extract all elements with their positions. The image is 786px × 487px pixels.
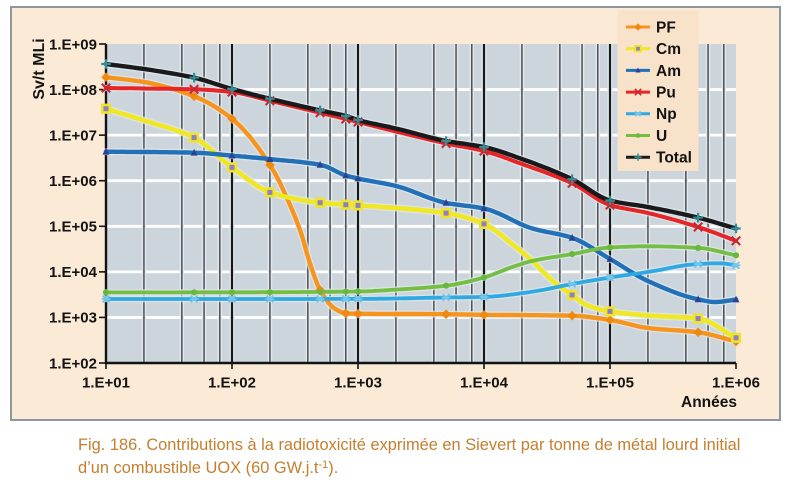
svg-text:Sv/t MLi: Sv/t MLi xyxy=(31,38,48,99)
svg-text:1.E+01: 1.E+01 xyxy=(82,375,130,392)
svg-text:Pu: Pu xyxy=(656,85,676,102)
svg-text:Cm: Cm xyxy=(656,41,681,58)
svg-text:1.E+02: 1.E+02 xyxy=(49,355,97,372)
svg-text:1.E+07: 1.E+07 xyxy=(49,127,97,144)
svg-text:1.E+06: 1.E+06 xyxy=(712,375,760,392)
svg-text:1.E+04: 1.E+04 xyxy=(460,375,509,392)
svg-text:Fig. 186. Contributions à la r: Fig. 186. Contributions à la radiotoxici… xyxy=(78,436,740,454)
svg-text:1.E+09: 1.E+09 xyxy=(49,36,97,53)
svg-text:1.E+02: 1.E+02 xyxy=(208,375,256,392)
svg-text:1.E+04: 1.E+04 xyxy=(49,264,98,281)
svg-text:1.E+03: 1.E+03 xyxy=(334,375,382,392)
svg-text:Np: Np xyxy=(656,106,677,123)
svg-text:U: U xyxy=(656,128,667,145)
svg-text:Années: Années xyxy=(681,394,737,411)
svg-text:1.E+08: 1.E+08 xyxy=(49,82,97,99)
svg-text:Total: Total xyxy=(656,150,692,167)
svg-text:d’un combustible UOX (60 GW.j.: d’un combustible UOX (60 GW.j.t-1). xyxy=(78,459,338,477)
svg-text:Am: Am xyxy=(656,63,681,80)
svg-text:1.E+05: 1.E+05 xyxy=(49,219,97,236)
svg-text:PF: PF xyxy=(656,19,676,36)
svg-text:1.E+03: 1.E+03 xyxy=(49,310,97,327)
svg-text:1.E+06: 1.E+06 xyxy=(49,173,97,190)
svg-text:1.E+05: 1.E+05 xyxy=(586,375,634,392)
